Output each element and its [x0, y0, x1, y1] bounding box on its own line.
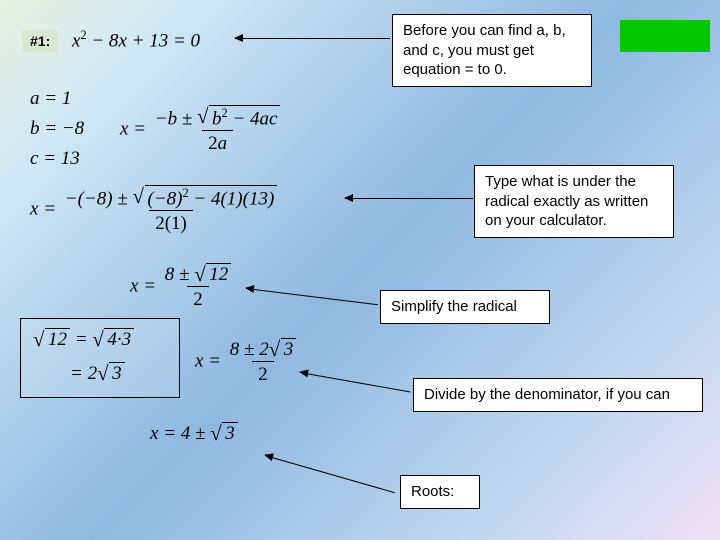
- quadratic-formula: x = −b ± b2 − 4ac 2a: [120, 105, 284, 155]
- arrow-2: [345, 198, 473, 199]
- simplify-2: = 23: [70, 362, 125, 385]
- problem-label: #1:: [22, 30, 58, 52]
- value-a: a = 1: [30, 88, 71, 110]
- step-3: x = 4 ± 3: [150, 422, 238, 445]
- note-box-5: Roots:: [400, 475, 480, 509]
- arrow-3: [246, 288, 378, 305]
- note-box-3: Simplify the radical: [380, 290, 550, 324]
- arrow-1: [235, 38, 390, 39]
- note-box-4: Divide by the denominator, if you can: [413, 378, 703, 412]
- note-box-2: Type what is under the radical exactly a…: [474, 165, 674, 238]
- substituted-formula: x = −(−8) ± (−8)2 − 4(1)(13) 2(1): [30, 185, 281, 235]
- note-box-1: Before you can find a, b, and c, you mus…: [392, 14, 592, 87]
- green-accent: [620, 20, 710, 52]
- value-c: c = 13: [30, 148, 80, 170]
- value-b: b = −8: [30, 118, 84, 140]
- step-2: x = 8 ± 23 2: [195, 338, 300, 386]
- main-equation: x2 − 8x + 13 = 0: [72, 28, 200, 52]
- step-1: x = 8 ± 12 2: [130, 263, 235, 311]
- simplify-1: 12 = 4·3: [33, 328, 134, 351]
- arrow-5: [265, 455, 395, 493]
- arrow-4: [300, 372, 410, 392]
